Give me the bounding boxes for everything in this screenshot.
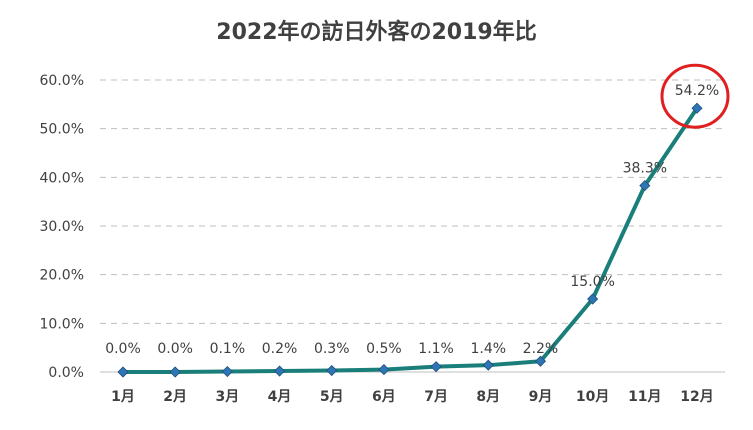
data-point-marker bbox=[482, 359, 494, 371]
x-tick-label: 10月 bbox=[576, 389, 609, 405]
x-tick-label: 2月 bbox=[163, 389, 187, 405]
chart-title: 2022年の訪日外客の2019年比 bbox=[216, 20, 537, 45]
x-tick-label: 4月 bbox=[268, 389, 292, 405]
x-tick-label: 6月 bbox=[372, 389, 396, 405]
data-point-marker bbox=[378, 364, 390, 376]
data-label: 1.1% bbox=[418, 341, 454, 357]
data-point-marker bbox=[691, 102, 703, 114]
data-point-marker bbox=[221, 365, 233, 378]
y-tick-label: 50.0% bbox=[40, 122, 84, 138]
x-tick-label: 3月 bbox=[215, 389, 239, 405]
highlight-layer bbox=[660, 63, 730, 129]
data-label: 0.0% bbox=[157, 341, 193, 357]
series-line bbox=[121, 106, 699, 374]
y-tick-label: 20.0% bbox=[40, 268, 84, 284]
x-tick-label: 11月 bbox=[628, 389, 661, 405]
data-label: 1.4% bbox=[470, 341, 506, 357]
highlight-circle bbox=[660, 63, 730, 129]
y-tick-label: 40.0% bbox=[40, 170, 84, 186]
x-tick-label: 9月 bbox=[529, 389, 553, 405]
data-label: 0.1% bbox=[210, 341, 246, 357]
x-tick-label: 1月 bbox=[111, 389, 135, 405]
y-tick-label: 60.0% bbox=[40, 73, 84, 89]
x-axis-ticks: 1月 2月 3月 4月 5月 6月 7月 8月 9月 10月 11月 12月 bbox=[111, 389, 714, 405]
data-label: 0.0% bbox=[105, 341, 141, 357]
data-label: 0.5% bbox=[366, 341, 402, 357]
data-point-marker bbox=[534, 355, 547, 367]
data-label: 0.2% bbox=[262, 341, 298, 357]
data-point-marker bbox=[273, 365, 286, 377]
data-labels: 0.0% 0.0% 0.1% 0.2% 0.3% 0.5% 1.1% 1.4% 2.2% 15.0… bbox=[105, 83, 719, 357]
x-tick-label: 5月 bbox=[320, 389, 344, 405]
x-tick-label: 8月 bbox=[476, 389, 500, 405]
data-label: 15.0% bbox=[570, 274, 614, 290]
x-tick-label: 7月 bbox=[424, 389, 448, 405]
data-point-marker bbox=[117, 366, 129, 378]
data-point-marker bbox=[639, 180, 651, 192]
y-tick-label: 10.0% bbox=[40, 316, 84, 332]
y-axis-ticks: 0.0% 10.0% 20.0% 30.0% 40.0% 50.0% 60.0% bbox=[40, 73, 84, 381]
data-point-marker bbox=[587, 293, 599, 305]
data-label: 54.2% bbox=[675, 83, 719, 99]
data-label: 38.3% bbox=[623, 161, 667, 177]
data-point-marker bbox=[169, 366, 181, 378]
data-point-marker bbox=[326, 364, 338, 377]
data-label: 0.3% bbox=[314, 341, 350, 357]
y-tick-label: 0.0% bbox=[48, 365, 84, 381]
gridlines bbox=[100, 79, 725, 373]
y-tick-label: 30.0% bbox=[40, 219, 84, 235]
series-line-layer bbox=[121, 106, 699, 374]
data-point-marker bbox=[430, 361, 442, 373]
series-markers bbox=[117, 102, 703, 378]
data-label: 2.2% bbox=[523, 341, 559, 357]
x-tick-label: 12月 bbox=[680, 389, 713, 405]
